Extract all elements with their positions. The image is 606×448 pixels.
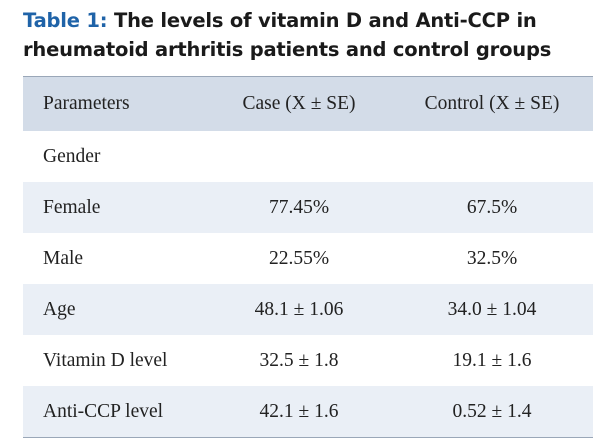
row-control-value: 19.1 ± 1.6 <box>452 349 532 371</box>
table-row: Age 48.1 ± 1.06 34.0 ± 1.04 <box>23 284 593 335</box>
header-parameters: Parameters <box>43 93 130 114</box>
row-control-value: 32.5% <box>466 247 518 269</box>
row-case-value: 48.1 ± 1.06 <box>254 298 344 320</box>
row-parameter: Age <box>43 298 76 320</box>
table-row: Gender <box>23 131 593 182</box>
row-parameter: Male <box>43 247 84 269</box>
row-parameter: Anti-CCP level <box>43 400 164 422</box>
row-parameter: Vitamin D level <box>43 349 168 371</box>
table-row: Male 22.55% 32.5% <box>23 233 593 284</box>
table-label: Table 1: <box>23 9 108 32</box>
row-case-value <box>213 131 385 182</box>
data-table: Parameters Case (X ± SE) Control (X ± SE… <box>23 76 593 438</box>
row-control-value: 67.5% <box>466 196 518 218</box>
table-caption: Table 1: The levels of vitamin D and Ant… <box>23 6 593 64</box>
header-case: Case (X ± SE) <box>242 93 356 114</box>
row-case-value: 22.55% <box>268 247 330 269</box>
table-row: Anti-CCP level 42.1 ± 1.6 0.52 ± 1.4 <box>23 386 593 438</box>
table-header-row: Parameters Case (X ± SE) Control (X ± SE… <box>23 76 593 131</box>
header-control: Control (X ± SE) <box>424 93 560 114</box>
row-case-value: 32.5 ± 1.8 <box>259 349 339 371</box>
row-case-value: 42.1 ± 1.6 <box>259 400 339 422</box>
row-control-value: 34.0 ± 1.04 <box>447 298 537 320</box>
row-case-value: 77.45% <box>268 196 330 218</box>
row-parameter: Gender <box>43 145 101 167</box>
table-title: The levels of vitamin D and Anti-CCP in … <box>23 9 552 61</box>
table-row: Vitamin D level 32.5 ± 1.8 19.1 ± 1.6 <box>23 335 593 386</box>
row-control-value <box>397 131 587 182</box>
table-row: Female 77.45% 67.5% <box>23 182 593 233</box>
row-control-value: 0.52 ± 1.4 <box>452 400 532 422</box>
row-parameter: Female <box>43 196 101 218</box>
